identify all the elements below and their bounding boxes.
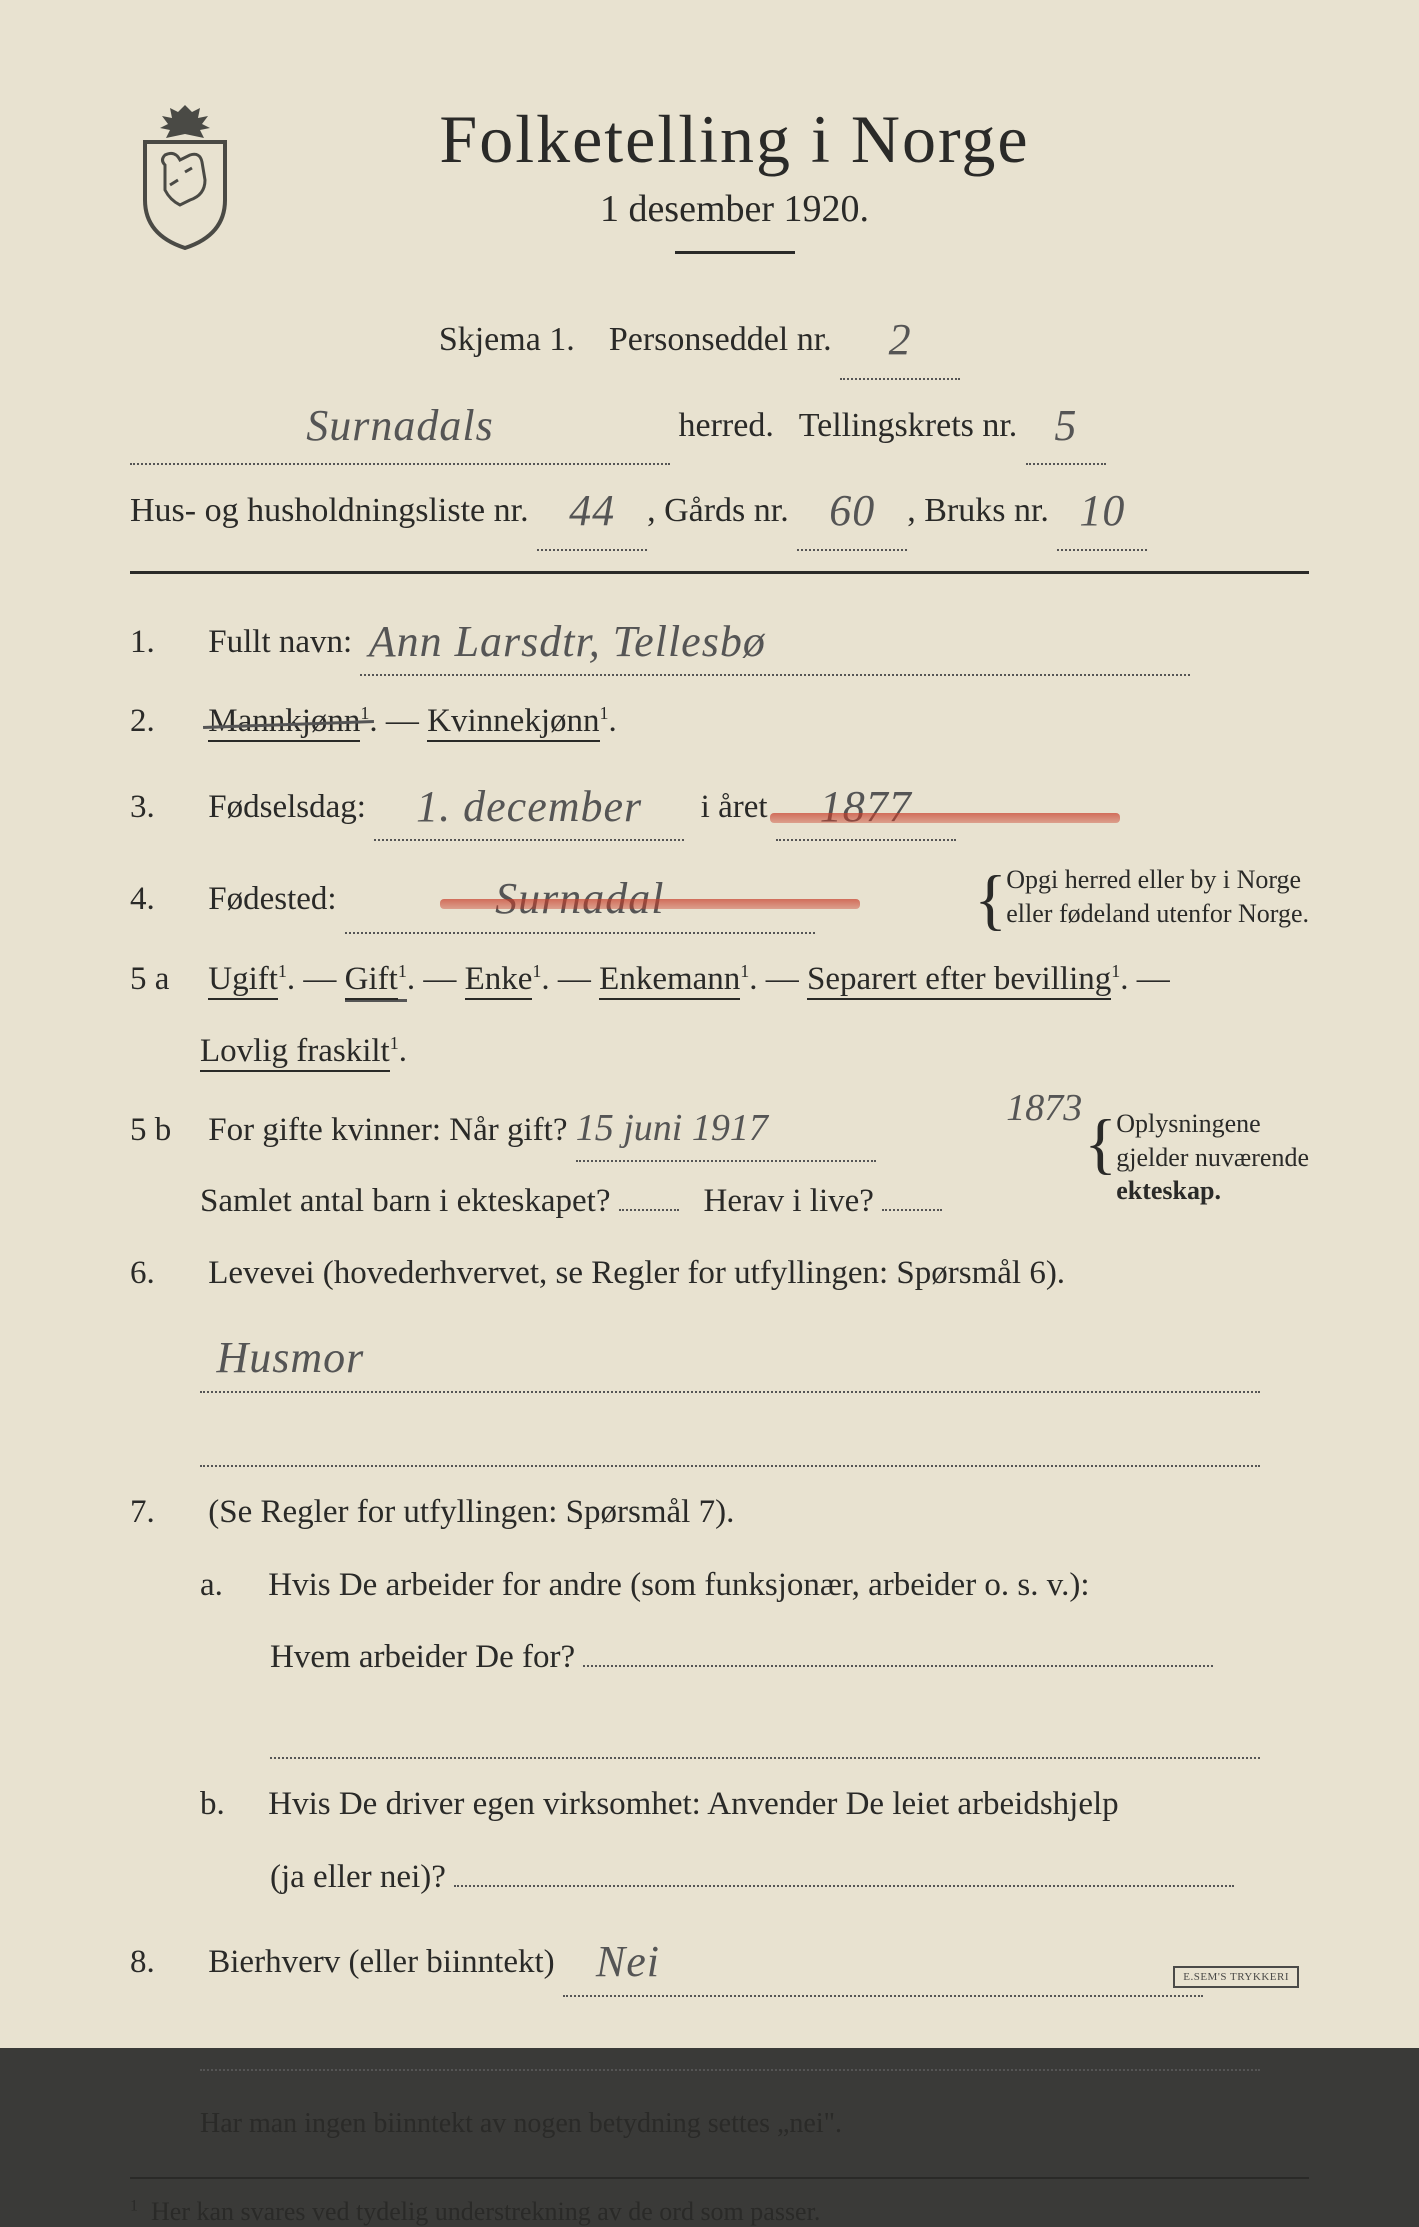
footer-divider [130, 2177, 1309, 2179]
q5b-label3: Herav i live? [704, 1183, 874, 1219]
herred-value: Surnadals [306, 401, 493, 450]
q5b-label2: Samlet antal barn i ekteskapet? [200, 1183, 611, 1219]
husliste-value: 44 [569, 486, 615, 535]
q5b-value1: 15 juni 1917 [576, 1107, 768, 1149]
meta-line-2: Surnadals herred. Tellingskrets nr. 5 [130, 380, 1309, 466]
question-7: 7. (Se Regler for utfyllingen: Spørsmål … [130, 1485, 1309, 1539]
q1-value: Ann Larsdtr, Tellesbø [369, 617, 766, 666]
q8-value: Nei [596, 1937, 660, 1986]
q5a-opt1: Ugift1 [208, 961, 287, 997]
skjema-label: Skjema 1. [439, 321, 575, 358]
q5a-opt5: Separert efter bevilling1 [807, 961, 1120, 997]
page-subtitle: 1 desember 1920. [270, 187, 1199, 231]
question-8-blank [130, 2015, 1309, 2071]
q5a-opt3: Enke1 [465, 961, 542, 997]
tellingskrets-value: 5 [1054, 401, 1077, 450]
q7-num: 7. [130, 1485, 200, 1539]
question-6-blank [130, 1411, 1309, 1467]
bruks-label: Bruks nr. [924, 492, 1049, 529]
q7b-l1: Hvis De driver egen virksomhet: Anvender… [268, 1786, 1118, 1822]
herred-label: herred. [679, 407, 774, 444]
q5b-note: Oplysningene gjelder nuværende ekteskap. [1092, 1107, 1309, 1208]
q7b-num: b. [200, 1777, 260, 1831]
q7a-l2: Hvem arbeider De for? [270, 1639, 575, 1675]
q1-label: Fullt navn: [208, 624, 352, 660]
husliste-label: Hus- og husholdningsliste nr. [130, 492, 529, 529]
red-underline-1 [770, 813, 1120, 823]
question-3: 3. Fødselsdag: 1. december i året 1877 [130, 767, 1309, 842]
q4-label: Fødested: [208, 881, 336, 917]
q6-value: Husmor [217, 1333, 365, 1382]
q3-day: 1. december [416, 782, 642, 831]
meta-line-3: Hus- og husholdningsliste nr. 44, Gårds … [130, 465, 1309, 551]
question-7a-l2: Hvem arbeider De for? [130, 1630, 1309, 1684]
question-6: 6. Levevei (hovederhvervet, se Regler fo… [130, 1246, 1309, 1300]
q2-opt2: Kvinnekjønn1 [427, 703, 608, 739]
q5a-opt6: Lovlig fraskilt1 [200, 1033, 399, 1069]
question-7b: b. Hvis De driver egen virksomhet: Anven… [130, 1777, 1309, 1831]
page-title: Folketelling i Norge [270, 100, 1199, 179]
question-5b: 5 b For gifte kvinner: Når gift? 15 juni… [130, 1097, 1309, 1228]
question-4: 4. Fødested: Surnadal Opgi herred eller … [130, 859, 1309, 934]
q5a-opt4: Enkemann1 [599, 961, 749, 997]
q7a-num: a. [200, 1558, 260, 1612]
question-7a: a. Hvis De arbeider for andre (som funks… [130, 1558, 1309, 1612]
coat-of-arms-icon [130, 100, 240, 250]
q6-num: 6. [130, 1246, 200, 1300]
q7b-l2: (ja eller nei)? [270, 1859, 446, 1895]
q5a-num: 5 a [130, 952, 200, 1006]
question-2: 2. Mannkjønn1. — Kvinnekjønn1. [130, 694, 1309, 748]
q3-num: 3. [130, 780, 200, 834]
q1-num: 1. [130, 615, 200, 669]
q5b-extra: 1873 [1006, 1077, 1082, 1140]
red-underline-2 [440, 899, 860, 909]
q5a-opt2: Gift1 [345, 961, 407, 1002]
question-7a-blank [130, 1703, 1309, 1759]
section-divider [130, 571, 1309, 574]
footer-note: Har man ingen biinntekt av nogen betydni… [130, 2101, 1309, 2147]
census-form-page: Folketelling i Norge 1 desember 1920. Sk… [0, 0, 1419, 2048]
title-block: Folketelling i Norge 1 desember 1920. [270, 100, 1309, 284]
q3-label: Fødselsdag: [208, 789, 366, 825]
q5b-num: 5 b [130, 1103, 200, 1157]
q3-year-label: i året [701, 789, 768, 825]
meta-line-1: Skjema 1. Personseddel nr. 2 [130, 294, 1309, 380]
personseddel-value: 2 [889, 315, 912, 364]
q4-num: 4. [130, 872, 200, 926]
q8-num: 8. [130, 1935, 200, 1989]
footnote: 1 Her kan svares ved tydelig understrekn… [130, 2197, 1309, 2227]
q8-label: Bierhverv (eller biinntekt) [208, 1944, 554, 1980]
question-5a: 5 a Ugift1. — Gift1. — Enke1. — Enkemann… [130, 952, 1309, 1006]
header: Folketelling i Norge 1 desember 1920. [130, 100, 1309, 284]
question-7b-l2: (ja eller nei)? [130, 1850, 1309, 1904]
printer-stamp: E.SEM'S TRYKKERI [1173, 1966, 1299, 1988]
q6-label: Levevei (hovederhvervet, se Regler for u… [208, 1255, 1065, 1291]
q7-label: (Se Regler for utfyllingen: Spørsmål 7). [208, 1494, 734, 1530]
question-6-answer: Husmor [130, 1318, 1309, 1393]
q7a-l1: Hvis De arbeider for andre (som funksjon… [268, 1567, 1089, 1603]
question-1: 1. Fullt navn: Ann Larsdtr, Tellesbø [130, 602, 1309, 677]
q2-num: 2. [130, 694, 200, 748]
gards-label: Gårds nr. [664, 492, 789, 529]
personseddel-label: Personseddel nr. [609, 321, 832, 358]
q3-year: 1877 [820, 782, 912, 831]
q2-opt1: Mannkjønn1 [208, 703, 369, 739]
gards-value: 60 [829, 486, 875, 535]
question-8: 8. Bierhverv (eller biinntekt) Nei [130, 1922, 1309, 1997]
tellingskrets-label: Tellingskrets nr. [799, 407, 1018, 444]
question-5a-cont: Lovlig fraskilt1. [130, 1024, 1309, 1078]
q5b-label1: For gifte kvinner: Når gift? [208, 1112, 567, 1148]
bruks-value: 10 [1079, 486, 1125, 535]
q4-note: Opgi herred eller by i Norge eller fødel… [982, 863, 1309, 931]
title-divider [675, 251, 795, 254]
